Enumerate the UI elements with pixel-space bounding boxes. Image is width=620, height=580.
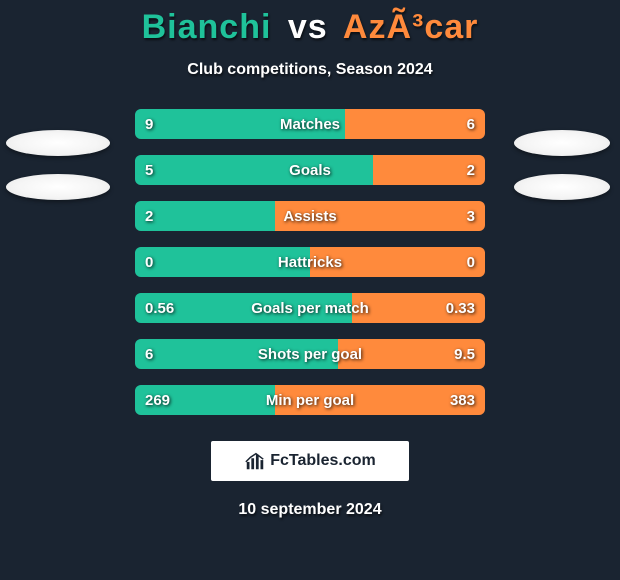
branding-text: FcTables.com [270,452,376,470]
stat-bar-fill-right [275,201,485,231]
stat-bar: 52Goals [135,155,485,185]
stat-bar: 69.5Shots per goal [135,339,485,369]
branding-badge: FcTables.com [211,441,409,481]
stat-bar-fill-right [275,385,485,415]
stat-bar-fill-left [135,293,352,323]
stat-bar-fill-left [135,109,345,139]
avatar-ellipse [6,174,110,200]
date-text: 10 september 2024 [0,501,620,519]
chart-icon [244,450,266,472]
stat-bar-fill-right [338,339,485,369]
stat-bar: 23Assists [135,201,485,231]
player-compare-card: Bianchi vs AzÃ³car Club competitions, Se… [0,0,620,580]
stat-bar: 00Hattricks [135,247,485,277]
stat-bar-fill-left [135,339,338,369]
stat-bar: 269383Min per goal [135,385,485,415]
stat-bar: 0.560.33Goals per match [135,293,485,323]
stat-bar-fill-right [373,155,485,185]
stat-bar: 96Matches [135,109,485,139]
subtitle: Club competitions, Season 2024 [0,61,620,79]
compare-title: Bianchi vs AzÃ³car [0,8,620,47]
vs-text: vs [288,8,328,46]
avatar-ellipse [514,130,610,156]
stat-bar-fill-left [135,385,275,415]
stat-bar-fill-right [352,293,485,323]
avatar-ellipse [514,174,610,200]
avatar-ellipse [6,130,110,156]
stat-bar-fill-right [310,247,485,277]
player1-name: Bianchi [142,8,272,46]
stat-bar-fill-left [135,155,373,185]
stat-bar-fill-left [135,201,275,231]
player2-avatar [512,120,612,210]
player2-name: AzÃ³car [343,8,478,46]
player1-avatar [8,120,108,210]
stat-bar-fill-left [135,247,310,277]
stat-bar-fill-right [345,109,485,139]
compare-bars: 96Matches 52Goals 23Assists 00Hattricks 0.56… [135,109,485,415]
